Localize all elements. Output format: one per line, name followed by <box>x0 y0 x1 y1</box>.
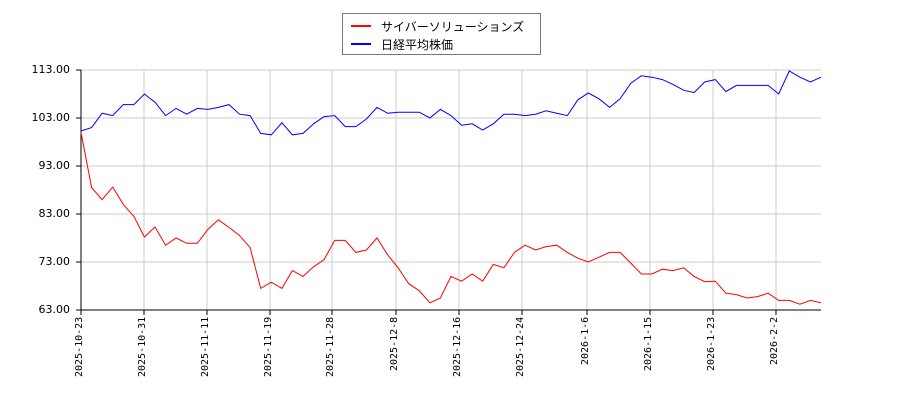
legend-label: サイバーソリューションズ <box>381 19 525 34</box>
data-lines <box>80 70 822 305</box>
x-tick-label: 2026-1-15 <box>643 316 654 371</box>
y-tick-label: 113.00 <box>31 63 71 76</box>
series-line <box>80 70 822 136</box>
x-tick-label: 2025-12-16 <box>452 316 463 377</box>
x-tick-label: 2025-10-23 <box>74 316 85 377</box>
x-tick-label: 2026-2-2 <box>769 316 780 365</box>
legend-swatch-red <box>351 25 371 27</box>
legend-item-cyber-solutions: サイバーソリューションズ <box>351 18 524 34</box>
legend-item-nikkei: 日経平均株価 <box>351 36 453 52</box>
y-tick-label: 93.00 <box>38 159 71 172</box>
y-tick-label: 73.00 <box>38 255 71 268</box>
x-tick-label: 2025-11-11 <box>200 316 211 377</box>
grid-lines <box>81 69 821 310</box>
y-tick-label: 103.00 <box>31 111 71 124</box>
x-tick-label: 2025-11-28 <box>325 316 336 377</box>
x-tick-label: 2025-12-24 <box>515 316 526 377</box>
legend-swatch-blue <box>351 43 371 45</box>
x-tick-label: 2026-1-6 <box>580 316 591 365</box>
y-tick-label: 83.00 <box>38 207 71 220</box>
x-tick-label: 2025-12-8 <box>389 316 400 371</box>
y-tick-label: 63.00 <box>38 303 71 316</box>
x-tick-label: 2025-11-19 <box>263 316 274 377</box>
x-tick-label: 2025-10-31 <box>137 316 148 377</box>
legend: サイバーソリューションズ 日経平均株価 <box>342 13 541 55</box>
x-tick-label: 2026-1-23 <box>706 316 717 371</box>
series-line <box>80 132 822 305</box>
axes <box>76 69 821 315</box>
legend-label: 日経平均株価 <box>381 37 454 52</box>
